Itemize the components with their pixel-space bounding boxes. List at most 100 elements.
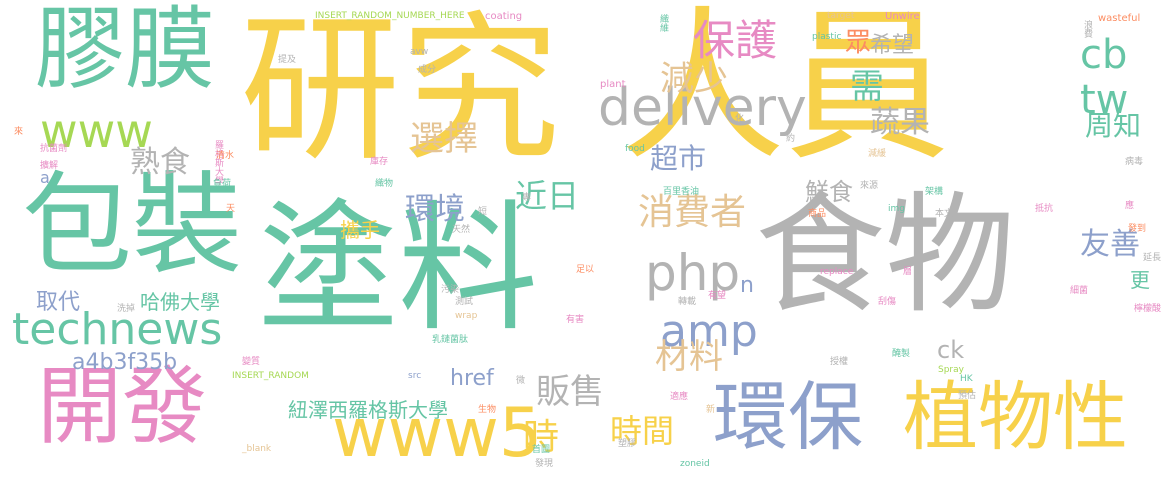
cloud-word: 攜手	[340, 218, 380, 242]
cloud-word: a4b3f35b	[72, 350, 178, 375]
cloud-word: 浪費	[1082, 20, 1092, 38]
cloud-word: 熟食	[130, 145, 190, 180]
cloud-word: 希望	[870, 33, 915, 58]
cloud-word: 更	[1130, 268, 1150, 292]
cloud-word: www	[40, 104, 153, 158]
cloud-word: 應	[1125, 201, 1135, 211]
cloud-word: 織物	[375, 179, 394, 189]
cloud-word: 短	[478, 207, 488, 217]
cloud-word: 消費者	[638, 192, 747, 233]
cloud-word: INSERT_RANDOM_NUMBER_HERE	[315, 11, 465, 21]
cloud-word: 哈佛大學	[140, 290, 220, 314]
cloud-word: 時	[523, 417, 560, 458]
cloud-word: href	[450, 366, 494, 391]
cloud-word: 開發	[37, 358, 208, 457]
cloud-word: 架構	[925, 187, 944, 197]
cloud-word: plant	[600, 79, 626, 90]
cloud-word: 抵抗	[1035, 204, 1054, 214]
cloud-word: wasteful	[1098, 13, 1141, 24]
cloud-word: 織維	[658, 14, 668, 32]
cloud-word: 百里香油	[663, 187, 700, 197]
cloud-word: 層	[903, 267, 913, 277]
cloud-word: php	[645, 244, 741, 302]
cloud-word: 商品	[808, 209, 827, 219]
cloud-word: 環境	[405, 192, 465, 227]
cloud-word: 轉載	[678, 297, 697, 307]
cloud-word: Unwire	[885, 11, 920, 22]
cloud-word: coating	[485, 11, 523, 22]
cloud-word: 周知	[1085, 109, 1142, 142]
cloud-word: src	[408, 371, 422, 381]
cloud-word: avw	[410, 47, 429, 57]
cloud-word: 約	[786, 134, 796, 144]
cloud-word: 有望	[708, 291, 727, 301]
cloud-word: HK	[960, 374, 973, 384]
cloud-word: 天然	[452, 225, 471, 235]
cloud-word: 適應	[670, 392, 689, 402]
cloud-word: 來	[14, 127, 24, 137]
cloud-word: 變質	[242, 357, 261, 367]
cloud-word: 紐澤西羅格斯大學	[288, 398, 448, 422]
cloud-word: 膠膜	[35, 0, 215, 102]
cloud-word: n	[740, 273, 754, 298]
cloud-word: 塑膠	[618, 439, 637, 449]
cloud-word: cb	[1080, 32, 1128, 78]
cloud-word: 負荷	[213, 179, 232, 189]
cloud-word: 發到	[1128, 224, 1147, 234]
cloud-word: 生物	[478, 405, 497, 415]
cloud-word: 細菌	[1070, 286, 1089, 296]
cloud-word: 延長	[1143, 253, 1162, 263]
cloud-word: 新	[706, 405, 716, 415]
cloud-word: 時間	[610, 412, 675, 450]
cloud-word: INSERT_RANDOM	[232, 371, 309, 381]
cloud-word: 食物	[755, 179, 1016, 331]
cloud-word: 材料	[655, 337, 723, 377]
cloud-word: Spray	[938, 365, 964, 375]
cloud-word: 發現	[535, 459, 554, 469]
cloud-word: target	[827, 11, 855, 21]
cloud-word: 超市	[650, 142, 707, 175]
cloud-word: 需	[850, 67, 884, 107]
cloud-word: 醃製	[892, 349, 911, 359]
cloud-word: 專	[520, 192, 530, 201]
cloud-word: 提及	[278, 55, 297, 65]
cloud-word: 乳鏈菌肽	[432, 335, 469, 345]
cloud-word: 眾	[845, 28, 872, 58]
cloud-word: 取代	[36, 290, 81, 315]
cloud-word: technews	[12, 304, 223, 355]
cloud-word: 植物性	[903, 373, 1129, 461]
cloud-word: 測試	[455, 297, 474, 307]
cloud-word: 微	[514, 375, 524, 384]
cloud-word: img	[888, 204, 905, 214]
cloud-word: 洗掉	[117, 304, 136, 314]
cloud-word: 庫存	[370, 157, 389, 167]
cloud-word: tw	[1080, 77, 1129, 123]
cloud-word: plastic	[812, 32, 842, 42]
cloud-word: 擴解	[40, 161, 59, 171]
cloud-word: delivery	[598, 78, 807, 138]
cloud-word: zoneid	[680, 459, 710, 469]
cloud-word: 抗菌劑	[40, 144, 68, 154]
cloud-word: _blank	[242, 444, 272, 454]
cloud-word: 鮮食	[805, 178, 853, 206]
cloud-word: 減緩	[868, 149, 887, 159]
cloud-word: 環保	[713, 373, 864, 461]
cloud-word: www5	[332, 394, 543, 473]
cloud-word: 污染	[441, 285, 460, 295]
cloud-word: 蔬果	[870, 105, 930, 140]
cloud-word: 預估	[958, 391, 977, 401]
cloud-word: a	[40, 168, 50, 187]
cloud-word: 清水	[216, 151, 235, 161]
cloud-word: 本文	[935, 209, 954, 219]
cloud-word: 人員	[620, 0, 950, 183]
cloud-word: 天	[226, 204, 236, 214]
cloud-word: 授權	[830, 357, 849, 367]
cloud-word: 友善	[1080, 227, 1140, 262]
cloud-word: 首圖	[532, 445, 551, 455]
cloud-word: 來源	[860, 181, 879, 191]
cloud-word: ck	[937, 336, 965, 364]
cloud-word: 刮傷	[878, 297, 897, 307]
cloud-word: 羅格斯大學	[213, 140, 223, 185]
cloud-word: food	[625, 144, 645, 154]
